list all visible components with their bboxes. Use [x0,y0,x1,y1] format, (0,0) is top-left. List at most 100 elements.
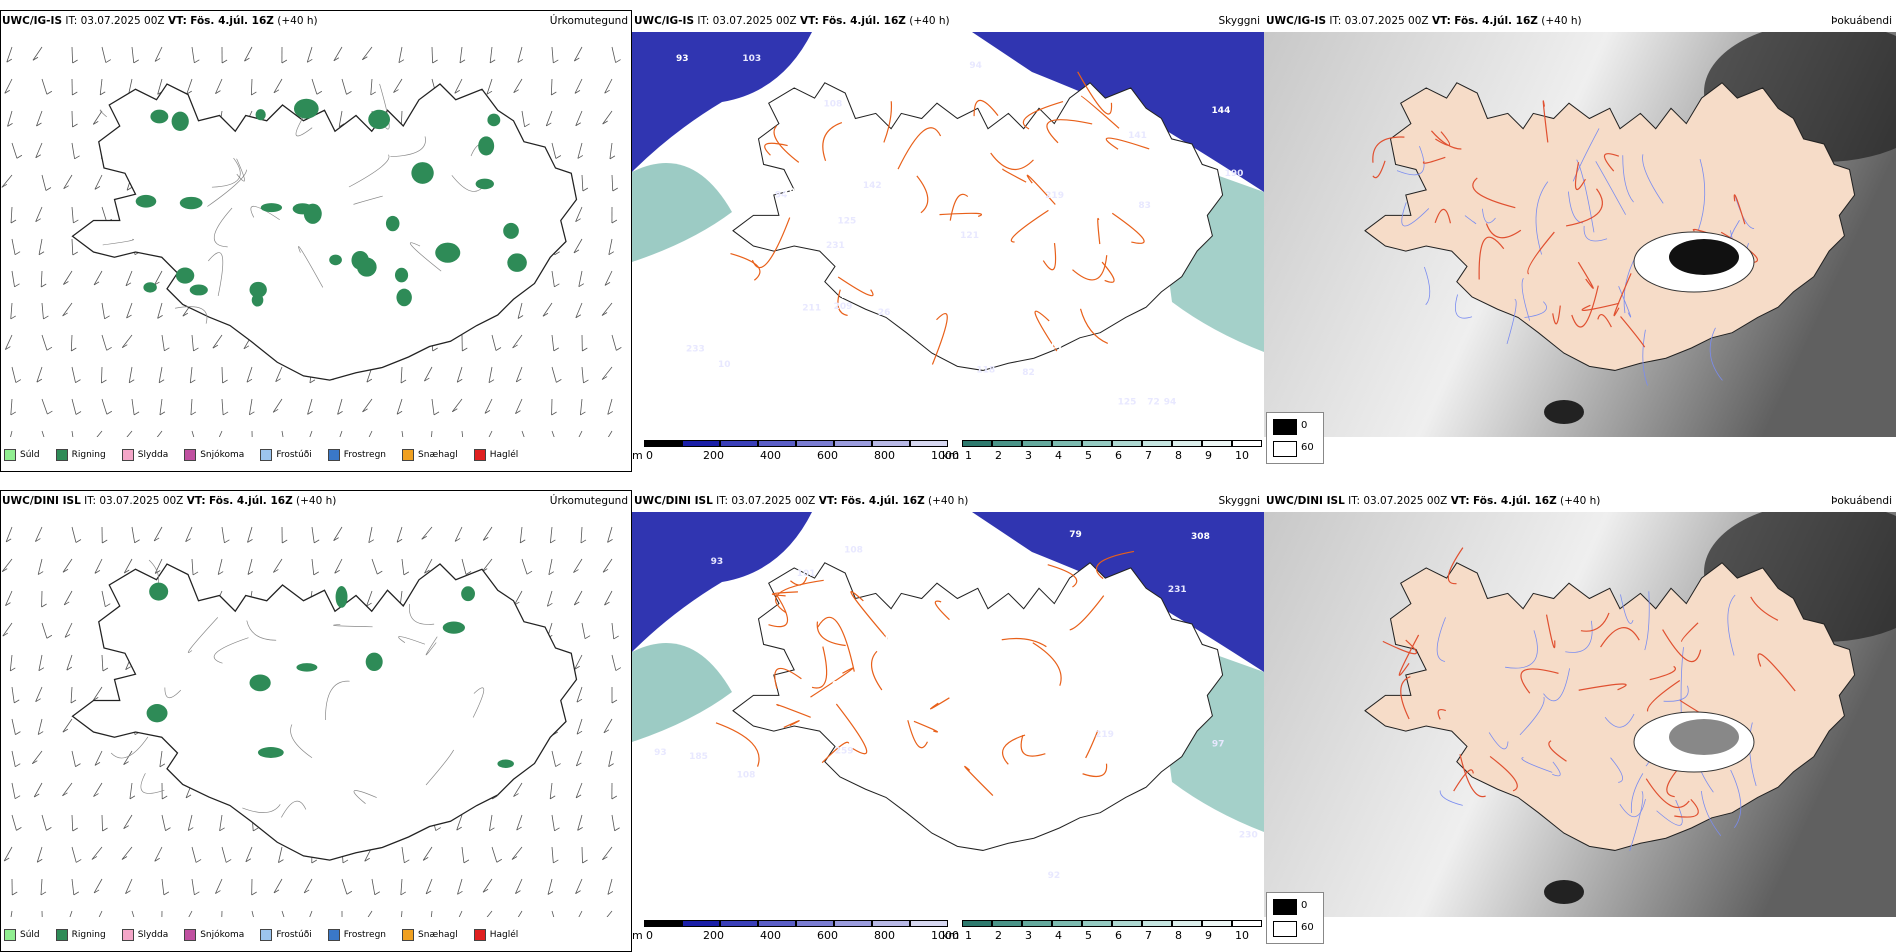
legend-item: Snæhagl [402,449,458,461]
ceiling-value: 278 [1110,250,1129,260]
panel-precip-igis: UWC/IG-IS IT: 03.07.2025 00Z VT: Fös. 4.… [0,10,632,470]
visibility-tick: 3 [1025,449,1032,462]
fog-legend: 0 60 [1266,892,1324,944]
ceiling-value: 79 [783,187,796,197]
ceiling-bar-segment [796,440,834,447]
valid-time: Fös. 4.júl. 16Z [822,15,906,27]
ceiling-tick: 200 [703,929,724,942]
visibility-bar-segment [1052,440,1082,447]
ceiling-value: 231 [1168,585,1187,595]
ceiling-value: 144 [1212,106,1231,116]
visibility-unit: km [942,449,959,462]
model-name: UWC/IG-IS [1266,15,1326,27]
visibility-tick: 7 [1145,929,1152,942]
legend-item: Rigning [56,449,106,461]
init-time: IT: 03.07.2025 00Z [697,15,796,27]
ceiling-value: 82 [1022,368,1035,378]
ceiling-tick: 0 [646,449,653,462]
ceiling-bar-segment [872,920,910,927]
ceiling-bar-segment [758,920,796,927]
fog-legend-white [1273,441,1297,457]
ceiling-tick: 400 [760,929,781,942]
legend-item: Súld [4,449,40,461]
legend-swatch [56,929,68,941]
precip-svg [0,32,632,437]
legend-item: Frostúði [260,449,311,461]
legend-item: Rigning [56,929,106,941]
fog-svg [1264,512,1896,917]
visibility-bar-segment [1172,920,1202,927]
product-name: Skyggni [1219,495,1261,507]
lead-time: (+40 h) [928,495,968,507]
legend-label: Súld [20,930,40,940]
visibility-bar-segment [1082,920,1112,927]
legend-item: Haglél [474,449,519,461]
model-name: UWC/DINI ISL [2,495,81,507]
legend-label: Rigning [72,450,106,460]
legend-label: Haglél [490,930,519,940]
legend-label: Snjókoma [200,450,244,460]
model-name: UWC/IG-IS [634,15,694,27]
product-name: Úrkomutegund [550,495,628,507]
ceiling-value: 93 [654,748,667,758]
fog-legend-high: 0 [1301,900,1307,911]
ceiling-value: 306 [654,828,673,838]
visibility-bar-segment [1202,920,1232,927]
valid-label: VT: [1432,15,1451,27]
legend-item: Súld [4,929,40,941]
ceiling-bar-segment [682,920,720,927]
valid-time: Fös. 4.júl. 16Z [1454,15,1538,27]
ceiling-value: 118 [976,366,995,376]
legend-swatch [260,449,272,461]
legend-label: Frostregn [344,930,386,940]
model-name: UWC/DINI ISL [1266,495,1345,507]
panel-fog-igis: UWC/IG-IS IT: 03.07.2025 00Z VT: Fös. 4.… [1264,10,1896,470]
visibility-bar-segment [1052,920,1082,927]
ceiling-bar-segment [682,440,720,447]
legend-item: Frostúði [260,929,311,941]
legend-label: Snæhagl [418,450,458,460]
ceiling-tick: 800 [874,449,895,462]
legend-item: Snjókoma [184,449,244,461]
legend-swatch [4,929,16,941]
visibility-tick: 6 [1115,929,1122,942]
visibility-bar-segment [992,920,1022,927]
legend-swatch [122,929,134,941]
ceiling-bar-segment [758,440,796,447]
visibility-bar-segment [962,920,992,927]
model-name: UWC/DINI ISL [634,495,713,507]
legend-swatch [328,449,340,461]
precip-map [0,512,632,917]
legend-label: Súld [20,450,40,460]
fog-legend-high: 0 [1301,420,1307,431]
ceiling-bar-segment [796,920,834,927]
ceiling-value: 125 [837,216,856,226]
visibility-bar-segment [1232,920,1262,927]
legend-swatch [474,449,486,461]
valid-time: Fös. 4.júl. 16Z [841,495,925,507]
ceiling-bar-segment [834,920,872,927]
ceiling-bar-segment [644,920,682,927]
visibility-bar-segment [1172,440,1202,447]
valid-label: VT: [1451,495,1470,507]
ceiling-value: 438 [1135,345,1154,355]
valid-label: VT: [168,15,187,27]
visibility-tick: 8 [1175,449,1182,462]
ceiling-value: 125 [1118,398,1137,408]
ceiling-value: 203 [1088,203,1107,213]
product-name: Þokuábendi [1831,15,1892,27]
legend-label: Frostúði [276,450,311,460]
ceiling-value: 231 [826,241,845,251]
visibility-tick: 9 [1205,449,1212,462]
legend-label: Frostregn [344,450,386,460]
ceiling-value: 259 [835,747,854,757]
legend-item: Snjókoma [184,929,244,941]
visibility-tick: 3 [1025,929,1032,942]
visibility-bar-segment [1232,440,1262,447]
valid-label: VT: [800,15,819,27]
ceiling-tick: 600 [817,449,838,462]
ceiling-value: 108 [844,545,863,555]
